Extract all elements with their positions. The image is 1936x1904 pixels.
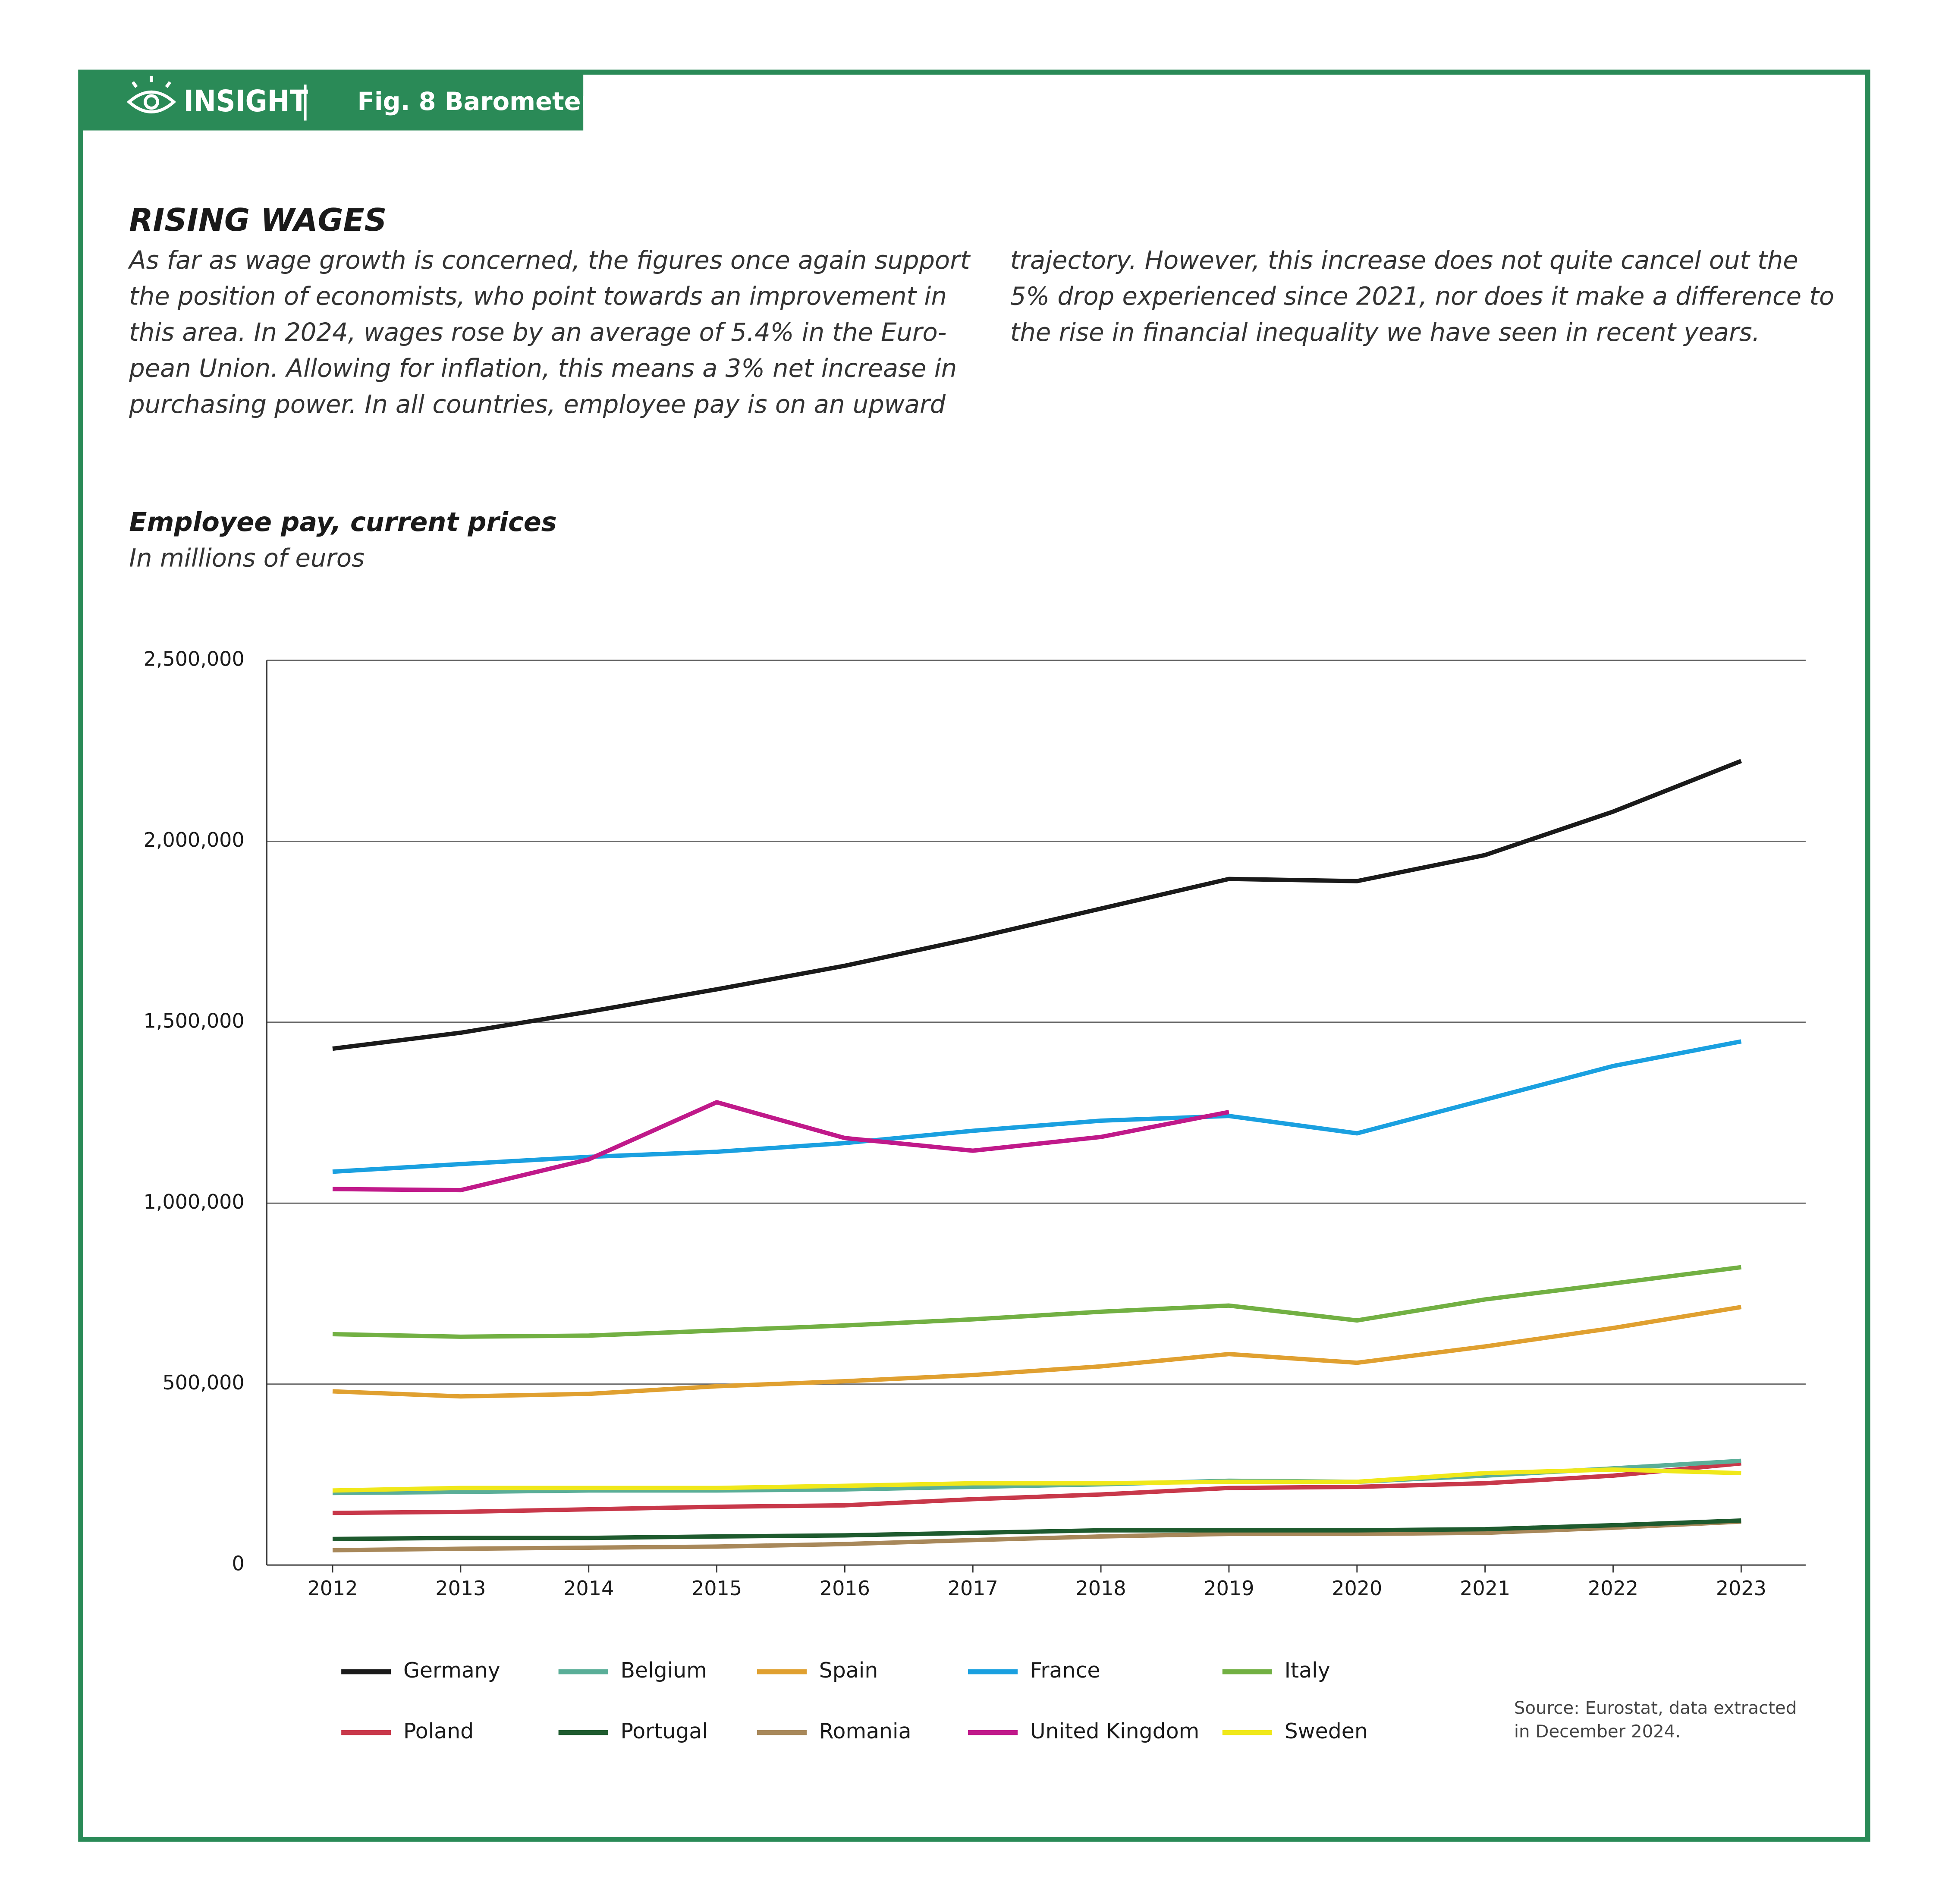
body-line: purchasing power. In all countries, empl…: [129, 390, 946, 419]
body-line: this area. In 2024, wages rose by an ave…: [129, 318, 946, 347]
header-tab: [81, 75, 584, 131]
y-tick-label: 1,500,000: [144, 1009, 245, 1032]
legend-label: Romania: [819, 1719, 911, 1744]
body-line: pean Union. Allowing for inflation, this…: [129, 354, 957, 383]
legend-label: United Kingdom: [1030, 1719, 1199, 1744]
series-line: [332, 759, 1742, 1051]
legend-label: Poland: [403, 1719, 474, 1744]
series-line: [332, 1305, 1742, 1399]
chart-title: Employee pay, current prices: [129, 507, 557, 537]
body-line: trajectory. However, this increase does …: [1010, 246, 1798, 275]
series-line: [332, 1467, 1741, 1493]
series-line: [332, 1461, 1741, 1515]
y-tick-label: 2,500,000: [144, 647, 245, 670]
y-tick-label: 1,000,000: [144, 1190, 245, 1213]
y-tick-label: 0: [232, 1552, 244, 1575]
x-tick-label: 2017: [948, 1577, 998, 1600]
series-line: [332, 1265, 1741, 1339]
x-tick-label: 2020: [1332, 1577, 1382, 1600]
fig-label: Fig. 8 Barometer: [358, 87, 594, 116]
legend-label: Spain: [819, 1658, 878, 1683]
legend-label: Belgium: [620, 1658, 707, 1683]
legend-label: Sweden: [1285, 1719, 1368, 1744]
body-line: the position of economists, who point to…: [129, 282, 947, 311]
body-line: the rise in financial inequality we have…: [1010, 318, 1760, 347]
legend-label: Portugal: [620, 1719, 708, 1744]
series-line: [332, 1519, 1741, 1552]
article-title: RISING WAGES: [129, 202, 387, 238]
x-tick-label: 2013: [435, 1577, 486, 1600]
x-tick-label: 2022: [1588, 1577, 1638, 1600]
body-line: As far as wage growth is concerned, the …: [127, 246, 971, 275]
x-tick-label: 2019: [1204, 1577, 1254, 1600]
eye-icon: [126, 75, 176, 113]
x-tick-label: 2021: [1460, 1577, 1510, 1600]
series-line: [332, 1039, 1742, 1174]
body-line: 5% drop experienced since 2021, nor does…: [1010, 282, 1834, 311]
legend-label: France: [1030, 1658, 1100, 1683]
y-tick-label: 2,000,000: [144, 828, 245, 851]
chart-subtitle: In millions of euros: [129, 544, 365, 573]
x-tick-label: 2014: [563, 1577, 614, 1600]
x-tick-label: 2018: [1076, 1577, 1126, 1600]
brand: INSIGHT: [184, 84, 308, 119]
source: Source: Eurostat, data extracted: [1514, 1698, 1797, 1718]
x-tick-label: 2012: [307, 1577, 358, 1600]
source: in December 2024.: [1514, 1722, 1681, 1742]
x-tick-label: 2015: [691, 1577, 742, 1600]
x-tick-label: 2023: [1716, 1577, 1766, 1600]
series-line: [332, 1518, 1741, 1541]
frame: [78, 69, 1870, 1842]
y-tick-label: 500,000: [162, 1371, 244, 1394]
series-line: [332, 1100, 1229, 1193]
legend-label: Italy: [1285, 1658, 1330, 1683]
legend-label: Germany: [403, 1658, 500, 1683]
x-tick-label: 2016: [820, 1577, 870, 1600]
